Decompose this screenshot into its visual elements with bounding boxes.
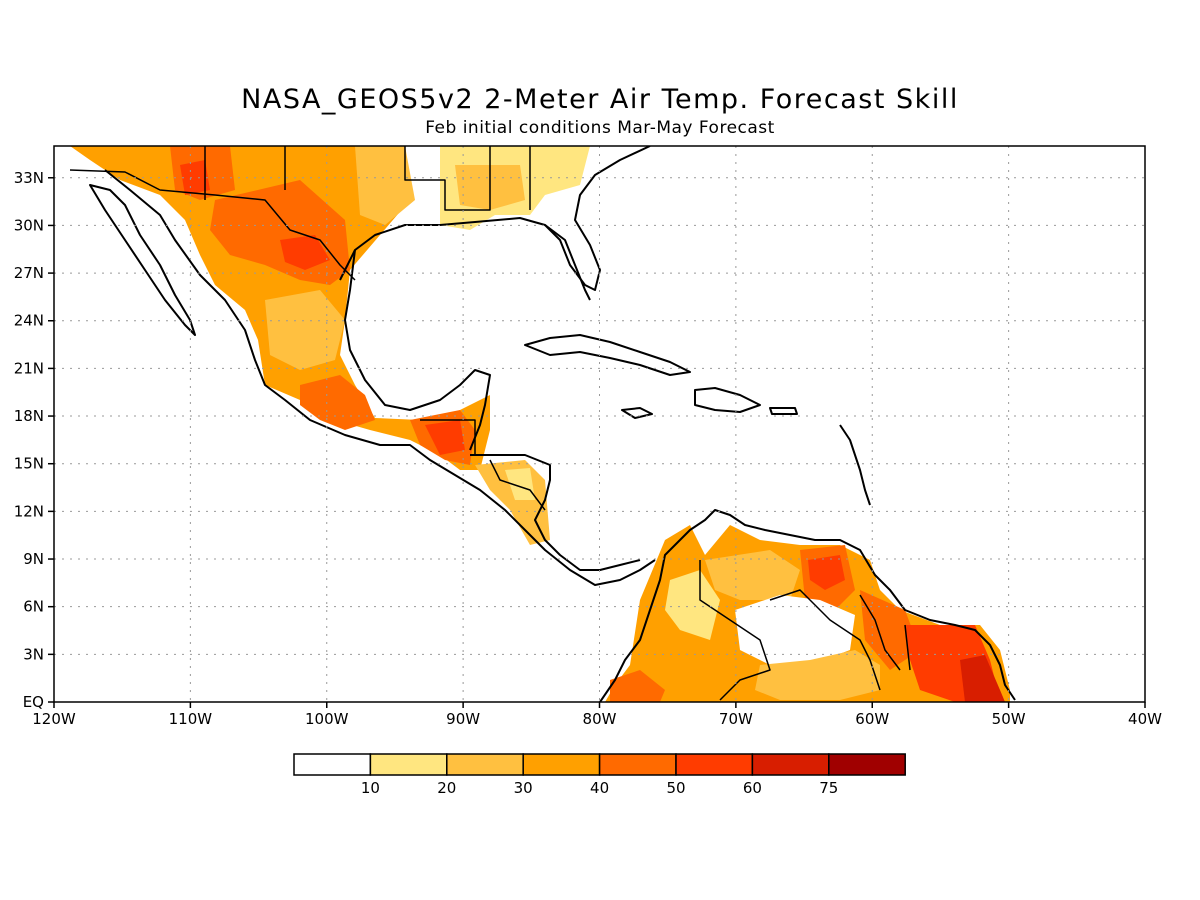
coast-hispaniola xyxy=(694,387,761,413)
coast-mexico-pacific xyxy=(104,169,656,586)
x-tick-label: 110W xyxy=(169,710,213,728)
x-tick-label: 50W xyxy=(992,710,1026,728)
skill-region-colombia-light xyxy=(665,570,720,640)
coast-lesser-antilles xyxy=(839,424,871,506)
coast-jamaica xyxy=(621,407,653,419)
skill-region-colombia-west xyxy=(610,670,665,702)
colorbar: 10 20 30 40 50 60 75 xyxy=(293,753,906,797)
x-tick-label: 40W xyxy=(1128,710,1162,728)
x-tick-label: 90W xyxy=(446,710,480,728)
skill-region-brazil-ne xyxy=(960,655,1005,702)
y-tick-label: 18N xyxy=(14,407,44,425)
coast-puerto-rico xyxy=(769,407,798,415)
y-tick-label: 33N xyxy=(14,169,44,187)
gridlines xyxy=(54,146,1145,702)
y-tick-label: EQ xyxy=(23,693,44,711)
skill-region-mexico-light xyxy=(265,290,345,370)
border-us-states xyxy=(204,146,531,211)
x-tick-label: 80W xyxy=(583,710,617,728)
colorbar-label: 50 xyxy=(666,779,685,797)
skill-region-southern-mexico xyxy=(300,375,375,430)
chart-subtitle: Feb initial conditions Mar-May Forecast xyxy=(425,118,775,138)
y-tick-label: 30N xyxy=(14,216,44,234)
skill-region-arizona-core xyxy=(180,160,210,195)
x-tick-label: 100W xyxy=(305,710,349,728)
skill-region-guatemala-core xyxy=(425,420,465,455)
coast-mexico-east xyxy=(344,249,491,451)
y-tick-label: 24N xyxy=(14,312,44,330)
x-tick-label: 120W xyxy=(32,710,76,728)
colorbar-swatch xyxy=(293,753,372,776)
chart-title: NASA_GEOS5v2 2-Meter Air Temp. Forecast … xyxy=(241,84,959,115)
colorbar-label: 30 xyxy=(514,779,533,797)
skill-region-honduras-light xyxy=(505,468,535,500)
border-central-america xyxy=(420,419,546,511)
colorbar-swatch xyxy=(751,753,830,776)
colorbar-label: 40 xyxy=(590,779,609,797)
colorbar-swatch xyxy=(369,753,448,776)
axis-ticks: 120W 110W 100W 90W 80W 70W 60W 50W 40W EQ 3N 6N 9N 12… xyxy=(14,169,1162,728)
skill-region-amazon-mid xyxy=(755,650,880,700)
colorbar-swatch xyxy=(828,753,906,776)
x-tick-label: 60W xyxy=(855,710,889,728)
coast-cuba xyxy=(524,334,691,376)
y-tick-label: 3N xyxy=(23,645,44,663)
colorbar-swatch xyxy=(598,753,677,776)
colorbar-swatch xyxy=(675,753,754,776)
colorbar-swatch xyxy=(446,753,524,776)
skill-region-gulf-coast xyxy=(355,146,415,225)
coast-florida xyxy=(544,224,591,301)
skill-region-venezuela-peak xyxy=(808,555,845,590)
y-tick-label: 12N xyxy=(14,502,44,520)
skill-shading xyxy=(70,146,1010,702)
colorbar-label: 20 xyxy=(437,779,456,797)
skill-region-texas-core xyxy=(280,235,330,270)
skill-region-venezuela-light xyxy=(705,550,800,600)
coast-baja xyxy=(89,184,196,336)
colorbar-label: 60 xyxy=(743,779,762,797)
y-tick-label: 21N xyxy=(14,359,44,377)
y-tick-label: 27N xyxy=(14,264,44,282)
skill-region-amazon-white xyxy=(735,595,855,665)
coastlines xyxy=(69,146,1016,702)
coast-south-america xyxy=(599,509,1016,702)
colorbar-label: 10 xyxy=(361,779,380,797)
colorbar-swatch xyxy=(522,753,601,776)
y-tick-label: 9N xyxy=(23,550,44,568)
colorbar-label: 75 xyxy=(819,779,838,797)
border-us-mexico xyxy=(69,169,356,281)
border-south-america xyxy=(699,560,911,701)
coast-gulf xyxy=(339,146,651,291)
x-tick-label: 70W xyxy=(719,710,753,728)
y-tick-label: 6N xyxy=(23,598,44,616)
y-tick-label: 15N xyxy=(14,455,44,473)
